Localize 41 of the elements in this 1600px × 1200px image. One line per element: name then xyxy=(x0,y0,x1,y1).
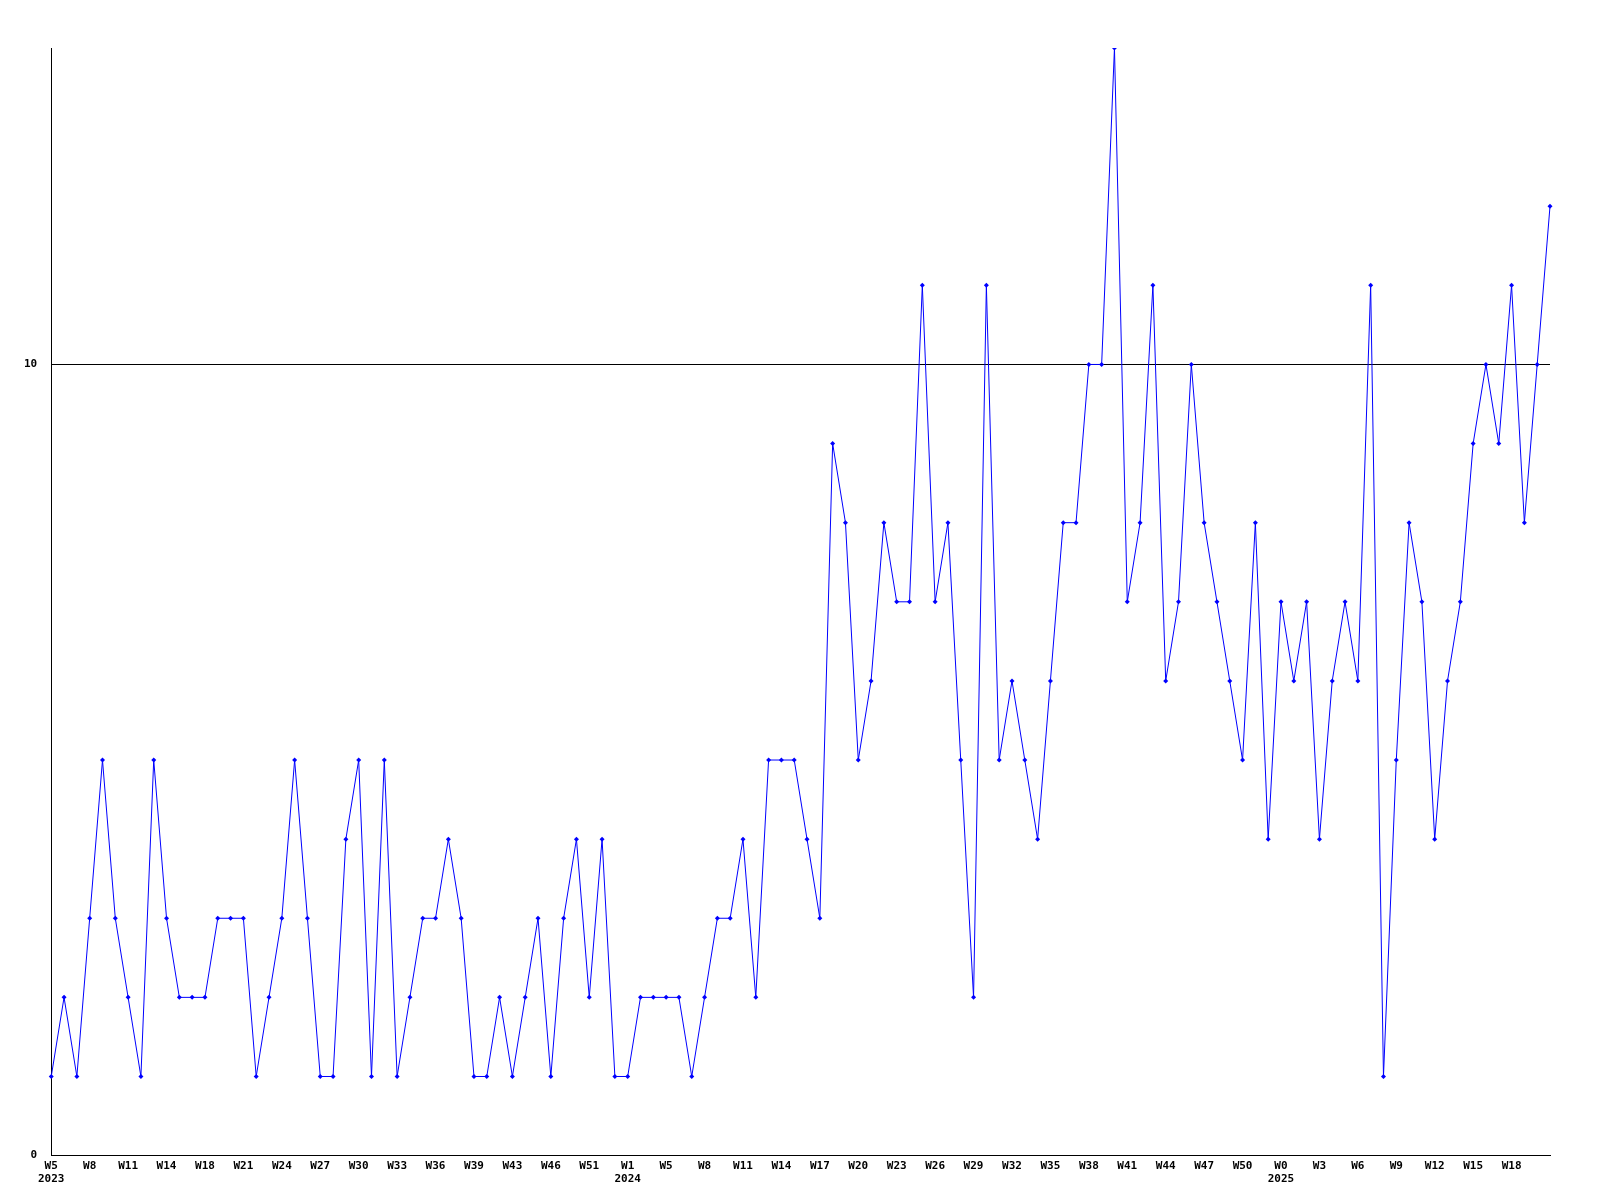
x-tick-label: W27 xyxy=(310,1159,331,1173)
x-tick-label: W20 xyxy=(848,1159,869,1173)
x-tick-label: W39 xyxy=(464,1159,484,1173)
x-tick-label: W51 xyxy=(579,1159,600,1173)
x-tick-label: W24 xyxy=(271,1159,293,1173)
x-tick-label: W23 xyxy=(886,1159,907,1173)
x-tick-label: W30 xyxy=(348,1159,369,1173)
x-tick-label: W9 xyxy=(1389,1159,1403,1173)
x-tick-label: W26 xyxy=(925,1159,946,1173)
x-tick-label: W8 xyxy=(697,1159,712,1173)
x-tick-label: W6 xyxy=(1351,1159,1365,1173)
x-tick-label: W0 2025 xyxy=(1267,1159,1295,1186)
x-tick-label: W44 xyxy=(1155,1159,1177,1173)
x-tick-label: W36 xyxy=(425,1159,446,1173)
x-tick-label: W47 xyxy=(1194,1159,1215,1173)
x-tick-label: W8 xyxy=(83,1159,97,1173)
x-tick-label: W5 2023 xyxy=(38,1159,65,1186)
y-tick-label: 10 xyxy=(24,357,38,371)
x-tick-label: W14 xyxy=(771,1159,792,1173)
x-tick-label: W32 xyxy=(1002,1159,1022,1173)
x-tick-label: W5 xyxy=(659,1159,673,1173)
x-tick-label: W12 xyxy=(1424,1159,1445,1173)
x-tick-label: W35 xyxy=(1040,1159,1061,1173)
x-tick-label: W38 xyxy=(1078,1159,1099,1173)
x-tick-label: W3 xyxy=(1312,1159,1327,1173)
x-tick-label: W14 xyxy=(156,1159,177,1173)
x-tick-label: W18 xyxy=(195,1159,215,1173)
y-tick-label: 0 xyxy=(30,1148,38,1162)
x-tick-label: W11 xyxy=(118,1159,139,1173)
x-tick-label: W43 xyxy=(502,1159,523,1173)
x-tick-label: W17 xyxy=(809,1159,830,1173)
x-tick-label: W21 xyxy=(233,1159,254,1173)
x-tick-label: W50 xyxy=(1232,1159,1253,1173)
x-tick-label: W46 xyxy=(540,1159,562,1173)
x-tick-label: W15 xyxy=(1463,1159,1484,1173)
x-tick-label: W1 2024 xyxy=(614,1159,642,1186)
x-tick-label: W29 xyxy=(963,1159,984,1173)
x-tick-label: W41 xyxy=(1117,1159,1138,1173)
x-tick-label: W33 xyxy=(387,1159,408,1173)
x-tick-label: W18 xyxy=(1501,1159,1522,1173)
x-tick-label: W11 xyxy=(733,1159,754,1173)
